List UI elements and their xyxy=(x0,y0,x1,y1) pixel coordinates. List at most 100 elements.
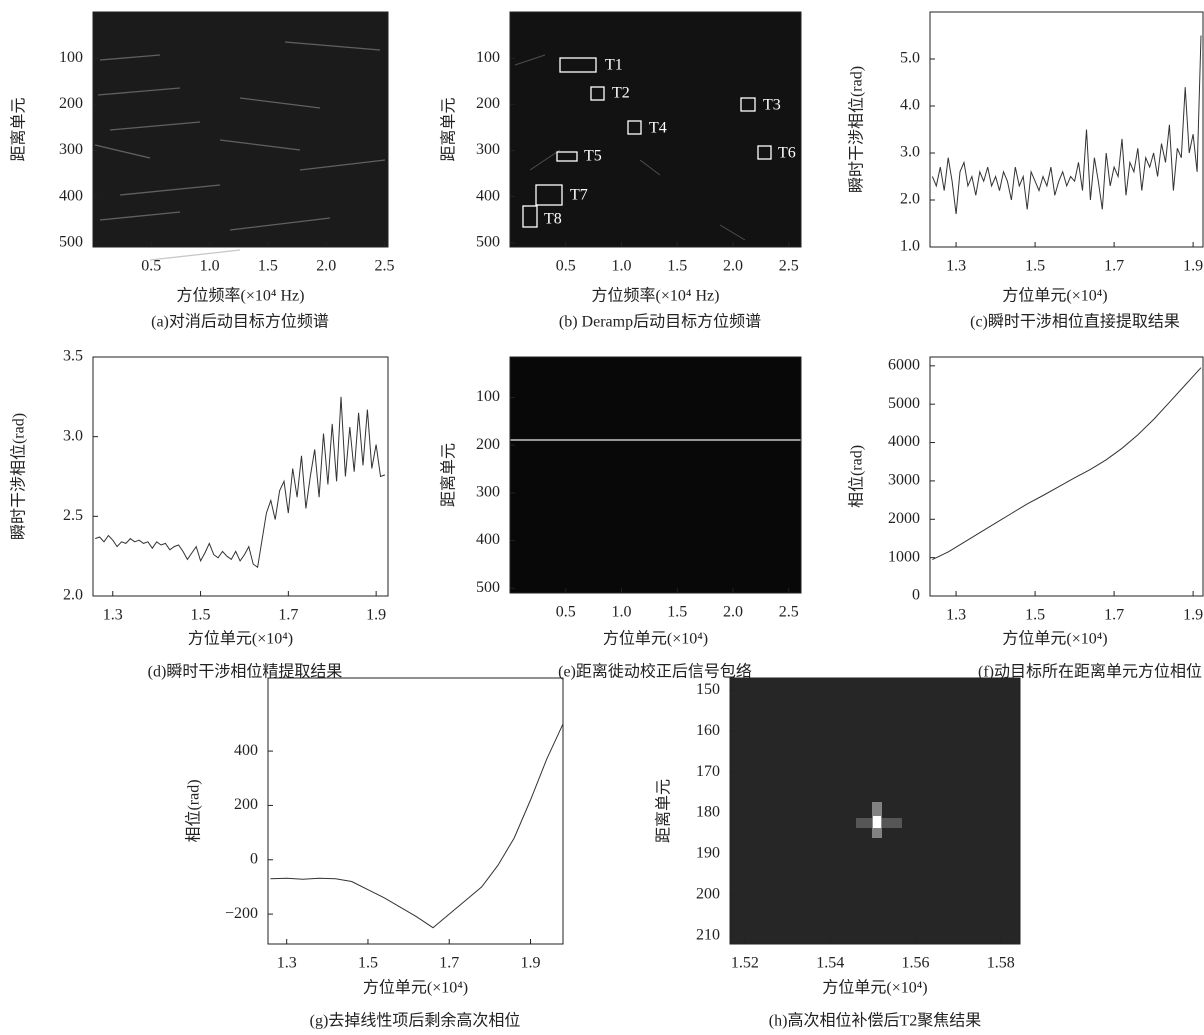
x-axis-label: 方位单元(×10⁴) xyxy=(603,630,708,648)
y-tick-label: 3.0 xyxy=(900,144,920,161)
x-tick-label: 1.0 xyxy=(200,258,220,275)
y-tick-label: 100 xyxy=(476,49,500,66)
x-tick-label: 1.5 xyxy=(667,604,687,621)
target-label: T3 xyxy=(763,97,781,114)
y-tick-label: 400 xyxy=(476,187,500,204)
y-tick-label: 2.0 xyxy=(63,587,83,604)
y-tick-label: 400 xyxy=(234,742,258,759)
panel xyxy=(510,357,801,593)
x-tick-label: 1.7 xyxy=(1104,258,1124,275)
image xyxy=(510,12,801,247)
y-tick-label: 5000 xyxy=(888,395,920,412)
caption: (c)瞬时干涉相位直接提取结果 xyxy=(970,313,1180,331)
y-tick-label: 4000 xyxy=(888,433,920,450)
y-tick-label: 180 xyxy=(696,804,720,821)
x-tick-label: 1.9 xyxy=(366,607,386,624)
panel xyxy=(510,12,801,247)
y-tick-label: 190 xyxy=(696,845,720,862)
image-streak xyxy=(119,184,221,196)
x-axis-label: 方位频率(×10⁴ Hz) xyxy=(592,287,720,305)
y-tick-label: 210 xyxy=(696,926,720,943)
image-streak xyxy=(229,217,331,231)
x-tick-label: 2.0 xyxy=(723,258,743,275)
y-tick-label: 6000 xyxy=(888,356,920,373)
image-streak xyxy=(284,41,381,51)
image-streak xyxy=(99,211,181,221)
target-label: T2 xyxy=(612,85,630,102)
y-tick-label: 3000 xyxy=(888,472,920,489)
x-tick-label: 1.0 xyxy=(611,604,631,621)
plot-frame xyxy=(509,11,802,248)
target-box xyxy=(740,97,756,112)
y-axis-label: 距离单元 xyxy=(10,97,28,161)
x-tick-label: 1.0 xyxy=(611,258,631,275)
x-axis-label: 方位单元(×10⁴) xyxy=(188,630,293,648)
x-tick-label: 1.9 xyxy=(1183,258,1203,275)
x-tick-label: 1.7 xyxy=(278,607,298,624)
image-streak xyxy=(239,97,321,109)
caption: (d)瞬时干涉相位精提取结果 xyxy=(148,663,343,681)
image-streak xyxy=(719,224,746,241)
x-tick-label: 1.9 xyxy=(520,955,540,972)
target-box xyxy=(757,145,772,160)
y-tick-label: 170 xyxy=(696,763,720,780)
y-tick-label: 100 xyxy=(59,49,83,66)
y-tick-label: 1000 xyxy=(888,548,920,565)
y-tick-label: 200 xyxy=(234,796,258,813)
y-tick-label: 400 xyxy=(59,187,83,204)
x-tick-label: 1.3 xyxy=(103,607,123,624)
plot-frame xyxy=(267,677,564,945)
x-tick-label: 1.9 xyxy=(1183,607,1203,624)
y-tick-label: 160 xyxy=(696,722,720,739)
x-tick-label: 1.5 xyxy=(667,258,687,275)
x-axis-label: 方位频率(×10⁴ Hz) xyxy=(177,287,305,305)
caption: (a)对消后动目标方位频谱 xyxy=(151,313,329,331)
x-tick-label: 1.5 xyxy=(1025,258,1045,275)
x-tick-label: 2.0 xyxy=(723,604,743,621)
y-tick-label: 200 xyxy=(476,436,500,453)
y-axis-label: 瞬时干涉相位(rad) xyxy=(848,66,866,193)
image xyxy=(93,12,388,247)
image-streak xyxy=(639,159,661,176)
image-streak xyxy=(149,249,241,261)
target-box xyxy=(522,205,538,228)
plot-frame xyxy=(729,677,1021,945)
y-tick-label: 200 xyxy=(476,95,500,112)
y-tick-label: 400 xyxy=(476,531,500,548)
y-axis-label: 相位(rad) xyxy=(185,779,203,842)
x-tick-label: 1.7 xyxy=(439,955,459,972)
x-tick-label: 1.5 xyxy=(258,258,278,275)
caption: (h)高次相位补偿后T2聚焦结果 xyxy=(769,1012,981,1030)
caption: (g)去掉线性项后剩余高次相位 xyxy=(310,1011,521,1030)
x-tick-label: 1.58 xyxy=(987,955,1015,972)
plot-frame xyxy=(92,11,389,248)
x-tick-label: 2.5 xyxy=(375,258,395,275)
y-tick-label: 2.5 xyxy=(63,507,83,524)
target-box xyxy=(535,184,563,206)
y-tick-label: 300 xyxy=(476,141,500,158)
image-streak xyxy=(219,139,301,151)
y-tick-label: −200 xyxy=(225,905,258,922)
line xyxy=(932,367,1202,561)
plot-frame xyxy=(92,356,389,597)
x-tick-label: 0.5 xyxy=(141,258,161,275)
caption: (e)距离徙动校正后信号包络 xyxy=(558,662,752,681)
x-tick-label: 1.5 xyxy=(358,955,378,972)
y-axis-label: 相位(rad) xyxy=(848,445,866,508)
target-box xyxy=(590,86,605,101)
y-tick-label: 100 xyxy=(476,388,500,405)
target-label: T6 xyxy=(778,145,796,162)
y-tick-label: 0 xyxy=(912,587,920,604)
x-tick-label: 2.5 xyxy=(779,258,799,275)
x-tick-label: 1.54 xyxy=(816,955,844,972)
target-label: T8 xyxy=(544,211,562,228)
x-tick-label: 2.0 xyxy=(316,258,336,275)
y-tick-label: 500 xyxy=(476,234,500,251)
plot-frame xyxy=(929,11,1204,248)
x-tick-label: 1.3 xyxy=(946,607,966,624)
y-tick-label: 200 xyxy=(696,886,720,903)
y-tick-label: 150 xyxy=(696,681,720,698)
image-streak xyxy=(99,54,161,61)
target-label: T7 xyxy=(570,187,588,204)
